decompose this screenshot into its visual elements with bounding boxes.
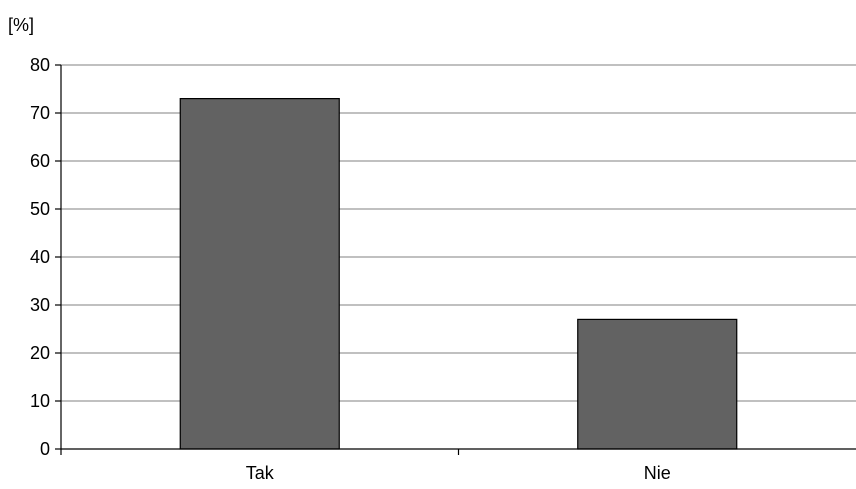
y-tick-label: 50: [30, 199, 50, 219]
bar-tak: [179, 97, 340, 450]
bars: [179, 97, 738, 450]
x-tick-label-tak: Tak: [246, 463, 275, 483]
y-tick-label: 70: [30, 103, 50, 123]
y-tick-label: 20: [30, 343, 50, 363]
x-tick-labels: Tak Nie: [60, 449, 671, 483]
y-tick-label: 0: [40, 439, 50, 459]
y-tick-label: 60: [30, 151, 50, 171]
y-tick-label: 40: [30, 247, 50, 267]
y-tick-label: 80: [30, 55, 50, 75]
bar-nie: [577, 318, 738, 450]
x-tick-label-nie: Nie: [644, 463, 671, 483]
y-axis-label: [%]: [8, 15, 34, 35]
y-tick-label: 10: [30, 391, 50, 411]
y-tick-labels: 0 10 20 30 40 50 60 70 80: [30, 55, 61, 459]
y-tick-label: 30: [30, 295, 50, 315]
